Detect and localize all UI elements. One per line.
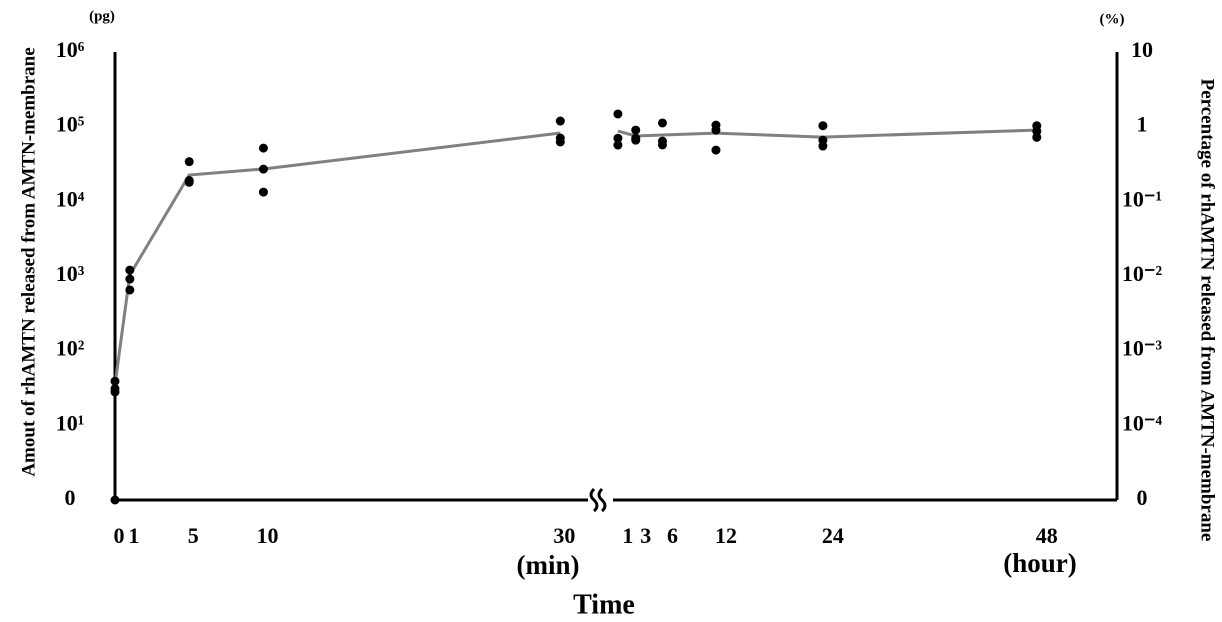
x-tick-label: 30 <box>553 523 575 548</box>
data-point <box>125 265 135 275</box>
x-unit-label: (min) <box>517 550 580 580</box>
data-point <box>258 164 268 174</box>
data-point <box>631 135 641 145</box>
data-point <box>184 177 194 187</box>
mean-line <box>617 128 1037 139</box>
y-axis-title: Amout of rhAMTN released from AMTN-membr… <box>18 47 39 476</box>
y-tick-label: 10⁴ <box>56 186 85 211</box>
y-tick-label: 10⁵ <box>56 112 85 137</box>
x-axis-title: Time <box>573 589 635 620</box>
data-point <box>613 109 623 119</box>
y2-tick-label: 10⁻² <box>1122 261 1163 286</box>
y2-tick-label: 0 <box>1137 485 1148 510</box>
data-point <box>125 285 135 295</box>
y-tick-label: 10³ <box>56 261 85 286</box>
data-point <box>125 274 135 284</box>
x-tick-label: 24 <box>822 523 844 548</box>
data-point <box>110 495 120 505</box>
x-tick-label: 0 <box>114 523 125 548</box>
y-tick-label: 10⁶ <box>56 37 85 62</box>
x-tick-label: 1 <box>128 523 139 548</box>
y-tick-label: 0 <box>65 485 76 510</box>
data-point <box>657 140 667 150</box>
data-point <box>631 125 641 135</box>
data-point <box>110 376 120 386</box>
x-tick-label: 12 <box>715 523 737 548</box>
data-point <box>818 121 828 131</box>
data-point <box>184 157 194 167</box>
y2-tick-label: 1 <box>1137 112 1148 137</box>
data-point <box>613 140 623 150</box>
data-point <box>711 125 721 135</box>
y-tick-label: 10² <box>56 336 85 361</box>
data-point <box>613 133 623 143</box>
data-point <box>110 384 120 394</box>
y2-axis-title: Percentage of rhAMTN released from AMTN-… <box>1197 79 1218 542</box>
x-tick-label: 3 <box>640 523 651 548</box>
data-point <box>555 137 565 147</box>
y-unit: (pg) <box>89 8 115 24</box>
data-point <box>711 145 721 155</box>
y2-tick-label: 10 <box>1131 37 1153 62</box>
y2-tick-label: 10⁻⁴ <box>1122 410 1163 435</box>
data-point <box>258 187 268 197</box>
x-tick-label: 5 <box>188 523 199 548</box>
y-tick-label: 10¹ <box>56 410 85 435</box>
data-point <box>555 116 565 126</box>
data-point <box>818 141 828 151</box>
x-tick-label: 1 <box>622 523 633 548</box>
x-unit-label: (hour) <box>1003 548 1077 578</box>
y2-unit: (%) <box>1100 11 1125 27</box>
y2-tick-label: 10⁻¹ <box>1122 186 1162 211</box>
x-tick-label: 6 <box>667 523 678 548</box>
mean-line <box>113 131 561 385</box>
y2-tick-label: 10⁻³ <box>1122 336 1163 361</box>
axis-break <box>589 487 607 513</box>
data-point <box>657 118 667 128</box>
data-point <box>1032 132 1042 142</box>
x-tick-label: 48 <box>1036 523 1058 548</box>
x-tick-label: 10 <box>256 523 278 548</box>
data-point <box>258 143 268 153</box>
